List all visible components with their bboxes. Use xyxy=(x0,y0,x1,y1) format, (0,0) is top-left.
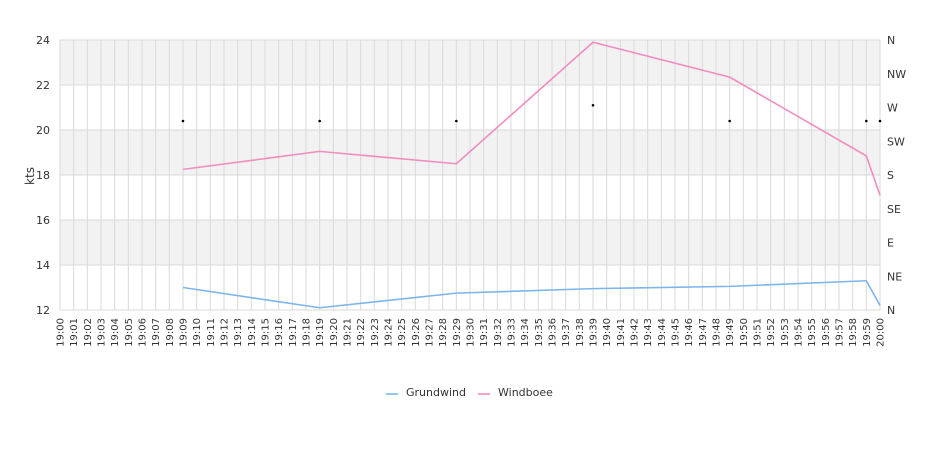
direction-marker xyxy=(455,119,458,123)
x-tick-label: 19:17 xyxy=(288,318,299,347)
x-tick-label: 19:54 xyxy=(794,318,805,347)
series-lines xyxy=(182,41,881,309)
y-axis-ticks: 12 14 16 18 20 22 24 xyxy=(36,34,50,317)
x-tick-label: 19:30 xyxy=(466,318,477,347)
x-tick-label: 19:36 xyxy=(548,318,559,347)
x-tick-label: 19:58 xyxy=(848,318,859,347)
x-axis-ticks: 19:00 19:01 19:02 19:03 19:04 19:05 19:06 19:07… xyxy=(56,318,887,347)
x-tick-label: 19:39 xyxy=(589,318,600,347)
direction-tick-label: NW xyxy=(887,68,906,81)
x-tick-label: 19:15 xyxy=(261,318,272,347)
x-tick-label: 19:35 xyxy=(534,318,545,347)
x-tick-label: 19:44 xyxy=(657,318,668,347)
x-tick-label: 19:19 xyxy=(315,318,326,347)
x-tick-label: 19:02 xyxy=(83,318,94,347)
x-tick-label: 19:08 xyxy=(165,318,176,347)
legend-label: Grundwind xyxy=(406,386,466,399)
direction-tick-label: E xyxy=(887,237,894,250)
x-tick-label: 19:38 xyxy=(575,318,586,347)
direction-axis-ticks: N NE E SE S SW W NW N xyxy=(887,34,906,317)
direction-marker xyxy=(318,119,321,123)
direction-marker xyxy=(865,119,868,123)
x-tick-label: 19:31 xyxy=(479,318,490,347)
direction-tick-label: N xyxy=(887,34,895,47)
x-tick-label: 19:03 xyxy=(97,318,108,347)
x-tick-label: 19:22 xyxy=(356,318,367,347)
y-tick-label: 14 xyxy=(36,259,50,272)
y-tick-label: 24 xyxy=(36,34,50,47)
direction-tick-label: N xyxy=(887,304,895,317)
x-tick-label: 19:26 xyxy=(411,318,422,347)
x-tick-label: 19:28 xyxy=(438,318,449,347)
x-tick-label: 19:06 xyxy=(138,318,149,347)
direction-marker xyxy=(878,119,882,123)
x-tick-label: 19:23 xyxy=(370,318,381,347)
x-tick-label: 19:46 xyxy=(684,318,695,347)
x-tick-label: 19:07 xyxy=(151,318,162,347)
y-tick-label: 16 xyxy=(36,214,50,227)
y-tick-label: 18 xyxy=(36,169,50,182)
x-tick-label: 19:40 xyxy=(602,318,613,347)
x-tick-label: 19:05 xyxy=(124,318,135,347)
x-tick-label: 19:01 xyxy=(69,318,80,347)
direction-tick-label: SW xyxy=(887,135,905,148)
x-tick-label: 19:41 xyxy=(616,318,627,347)
x-tick-label: 19:33 xyxy=(507,318,518,347)
x-tick-label: 19:11 xyxy=(206,318,217,347)
x-tick-label: 19:47 xyxy=(698,318,709,347)
series-line-grundwind xyxy=(182,279,881,309)
y-tick-label: 12 xyxy=(36,304,50,317)
x-tick-label: 19:57 xyxy=(835,318,846,347)
x-tick-label: 19:14 xyxy=(247,318,258,347)
x-tick-label: 19:24 xyxy=(384,318,395,347)
legend-label: Windboee xyxy=(498,386,553,399)
x-tick-label: 19:21 xyxy=(343,318,354,347)
x-tick-label: 19:59 xyxy=(862,318,873,347)
x-tick-label: 19:00 xyxy=(56,318,67,347)
x-tick-label: 19:50 xyxy=(739,318,750,347)
x-tick-label: 19:34 xyxy=(520,318,531,347)
x-tick-label: 19:25 xyxy=(397,318,408,347)
series-line-windboee xyxy=(182,41,881,196)
x-tick-label: 19:20 xyxy=(329,318,340,347)
x-tick-label: 19:29 xyxy=(452,318,463,347)
y-tick-label: 20 xyxy=(36,124,50,137)
direction-marker xyxy=(591,103,595,107)
x-tick-label: 19:32 xyxy=(493,318,504,347)
x-tick-label: 19:10 xyxy=(192,318,203,347)
x-tick-label: 19:56 xyxy=(821,318,832,347)
x-tick-label: 19:53 xyxy=(780,318,791,347)
x-tick-label: 19:42 xyxy=(630,318,641,347)
x-tick-label: 19:51 xyxy=(753,318,764,347)
x-tick-label: 19:12 xyxy=(220,318,231,347)
direction-tick-label: S xyxy=(887,169,894,182)
direction-tick-label: W xyxy=(887,102,898,115)
x-tick-label: 19:16 xyxy=(274,318,285,347)
legend: Grundwind Windboee xyxy=(386,386,553,399)
x-tick-label: 19:18 xyxy=(302,318,313,347)
x-tick-label: 19:04 xyxy=(110,318,121,347)
x-tick-label: 19:09 xyxy=(179,318,190,347)
y-tick-label: 22 xyxy=(36,79,50,92)
direction-marker xyxy=(728,119,731,123)
direction-marker xyxy=(181,119,185,123)
plot-grid xyxy=(59,39,881,311)
x-tick-label: 20:00 xyxy=(876,318,887,347)
x-tick-label: 19:13 xyxy=(233,318,244,347)
x-tick-label: 19:37 xyxy=(561,318,572,347)
y-axis-label: kts xyxy=(23,167,37,185)
x-tick-label: 19:49 xyxy=(725,318,736,347)
x-tick-label: 19:45 xyxy=(671,318,682,347)
x-tick-label: 19:27 xyxy=(425,318,436,347)
direction-markers xyxy=(181,103,882,123)
x-tick-label: 19:55 xyxy=(807,318,818,347)
x-tick-label: 19:48 xyxy=(712,318,723,347)
direction-tick-label: NE xyxy=(887,270,902,283)
x-tick-label: 19:52 xyxy=(766,318,777,347)
direction-tick-label: SE xyxy=(887,203,901,216)
x-tick-label: 19:43 xyxy=(643,318,654,347)
